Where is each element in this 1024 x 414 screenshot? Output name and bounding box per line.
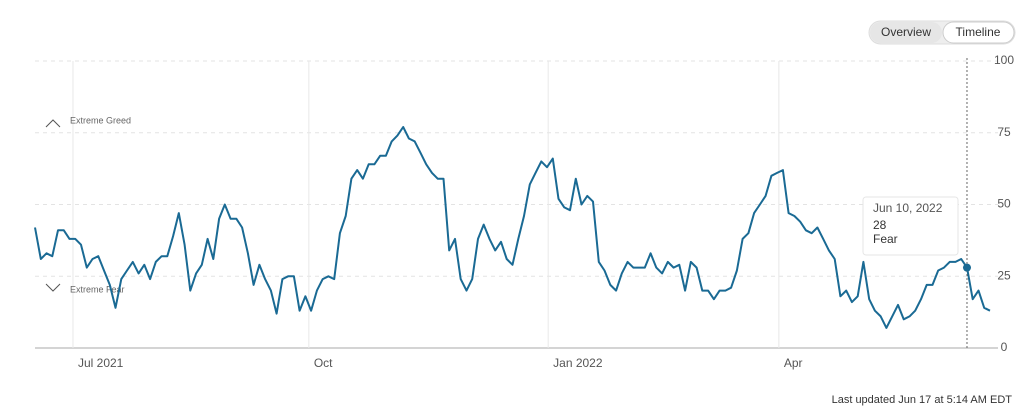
tooltip-box [862, 196, 959, 256]
fear-icon [45, 283, 61, 292]
fear-label: Extreme Fear [70, 284, 125, 294]
x-tick-label: Apr [784, 356, 803, 370]
overview-label[interactable]: Overview [881, 25, 931, 39]
tooltip-rating: Fear [873, 232, 898, 246]
y-tick-label: 100 [994, 53, 1014, 67]
timeline-label[interactable]: Timeline [956, 25, 1001, 39]
greed-label: Extreme Greed [70, 115, 131, 125]
x-tick-label: Jan 2022 [553, 356, 603, 370]
y-tick-label: 25 [997, 268, 1011, 282]
greed-icon [45, 119, 61, 128]
y-tick-label: 0 [1001, 340, 1008, 354]
x-tick-label: Jul 2021 [78, 356, 124, 370]
timeline-button[interactable] [942, 21, 1015, 44]
overview-button[interactable] [870, 22, 942, 43]
last-updated: Last updated Jun 17 at 5:14 AM EDT [832, 394, 1013, 406]
x-tick-label: Oct [314, 356, 333, 370]
fear-greed-line [34, 126, 991, 329]
tooltip-value: 28 [873, 218, 887, 232]
tooltip-date: Jun 10, 2022 [873, 201, 943, 215]
hover-point [962, 263, 971, 272]
y-tick-label: 50 [997, 197, 1011, 211]
y-tick-label: 75 [997, 125, 1011, 139]
